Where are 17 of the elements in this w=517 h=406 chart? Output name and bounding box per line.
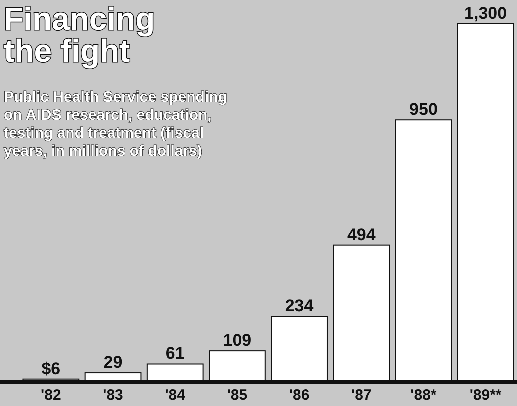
x-tick-label: '82 <box>41 387 62 404</box>
x-tick-label: '84 <box>165 387 186 404</box>
data-label: 61 <box>166 344 185 364</box>
data-label: 109 <box>223 331 252 350</box>
x-tick-label: '89** <box>470 387 502 404</box>
data-label: 234 <box>285 296 314 316</box>
chart-title: Financing the fight <box>4 1 156 69</box>
data-label: 29 <box>104 353 123 372</box>
x-tick-label: '83 <box>103 387 124 404</box>
data-label: 1,300 <box>464 4 508 23</box>
x-tick-label: '87 <box>352 387 372 404</box>
x-tick-label: '86 <box>289 387 310 404</box>
data-label: $6 <box>42 359 61 378</box>
x-tick-label: '88* <box>410 387 437 404</box>
data-label: 494 <box>347 225 376 244</box>
x-tick-label: '85 <box>227 387 248 404</box>
data-label: 950 <box>410 100 438 120</box>
